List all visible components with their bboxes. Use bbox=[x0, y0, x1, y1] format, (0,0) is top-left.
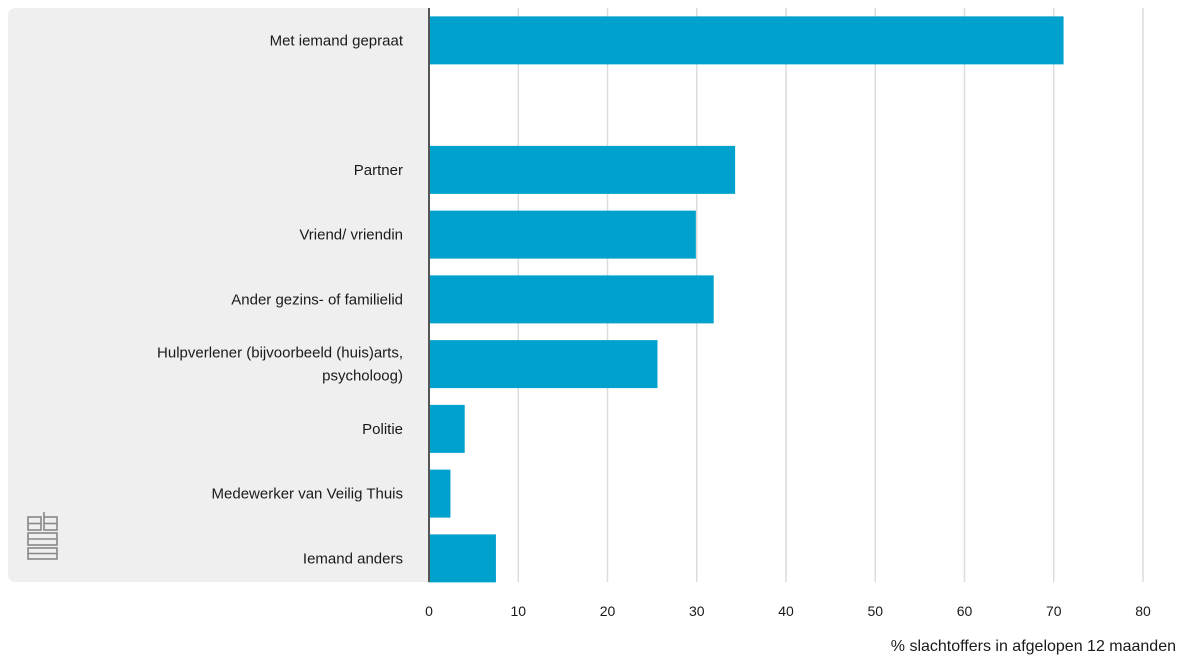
category-label: Hulpverlener (bijvoorbeeld (huis)arts, ps… bbox=[157, 345, 403, 385]
bar bbox=[429, 404, 465, 453]
x-tick-label: 20 bbox=[600, 603, 616, 619]
category-label: Partner bbox=[354, 162, 403, 179]
bar bbox=[429, 469, 451, 518]
x-tick-label: 80 bbox=[1135, 603, 1151, 619]
x-tick-label: 70 bbox=[1046, 603, 1062, 619]
x-tick-label: 0 bbox=[425, 603, 433, 619]
category-labels: Met iemand gepraat Partner Vriend/ vriendi… bbox=[157, 32, 404, 567]
bars bbox=[429, 16, 1064, 583]
x-tick-label: 60 bbox=[957, 603, 973, 619]
category-label: Vriend/ vriendin bbox=[299, 227, 403, 244]
x-tick-label: 50 bbox=[867, 603, 883, 619]
bar bbox=[429, 275, 714, 324]
bar bbox=[429, 145, 736, 194]
category-label: Met iemand gepraat bbox=[270, 32, 404, 49]
category-label: Medewerker van Veilig Thuis bbox=[212, 486, 403, 503]
x-tick-label: 30 bbox=[689, 603, 705, 619]
x-axis-title: % slachtoffers in afgelopen 12 maanden bbox=[891, 638, 1176, 655]
bar bbox=[429, 534, 496, 583]
bar bbox=[429, 210, 696, 259]
bar bbox=[429, 16, 1064, 65]
x-tick-label: 10 bbox=[510, 603, 526, 619]
x-tick-label: 40 bbox=[778, 603, 794, 619]
category-label-panel bbox=[8, 8, 429, 582]
category-label: Iemand anders bbox=[303, 550, 403, 567]
category-label: Politie bbox=[362, 421, 403, 438]
cbs-logo-icon bbox=[27, 512, 58, 560]
bar bbox=[429, 340, 658, 389]
x-tick-labels: 0 10 20 30 40 50 60 70 80 bbox=[425, 603, 1151, 619]
category-label: Ander gezins- of familielid bbox=[231, 291, 403, 308]
